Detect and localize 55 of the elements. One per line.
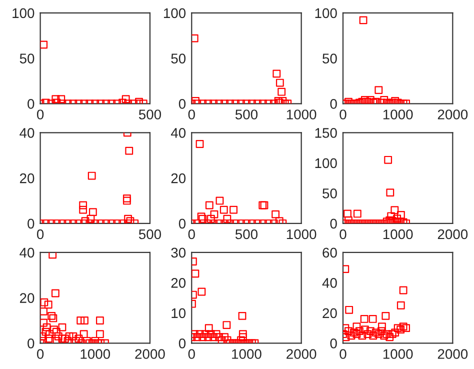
- x-tick-label: 2000: [438, 229, 468, 240]
- x-tick-label: 1000: [286, 229, 316, 240]
- x-tick-label: 0: [36, 110, 44, 120]
- x-tick-label: 1000: [232, 349, 262, 359]
- y-tick-label: 100: [315, 158, 337, 168]
- y-tick-label: 20: [171, 173, 186, 184]
- x-tick-label: 0: [188, 110, 195, 120]
- x-tick-label: 1000: [383, 349, 413, 359]
- y-tick-label: 10: [172, 308, 186, 318]
- x-tick-label: 1000: [286, 110, 316, 120]
- x-tick-label: 500: [138, 229, 162, 240]
- y-tick-label: 0: [28, 338, 34, 348]
- y-tick-label: 50: [171, 54, 186, 64]
- x-tick-label: 0: [188, 349, 195, 359]
- x-tick-label: 1000: [80, 349, 110, 359]
- y-tick-label: 20: [20, 293, 34, 303]
- y-tick-label: 100: [164, 8, 186, 18]
- y-tick-label: 50: [322, 54, 337, 64]
- x-tick-label: 2000: [438, 349, 468, 359]
- y-tick-label: 40: [20, 248, 34, 258]
- x-tick-label: 500: [235, 110, 258, 120]
- y-tick-label: 100: [12, 8, 34, 18]
- y-tick-label: 20: [20, 173, 34, 184]
- x-tick-label: 0: [340, 349, 346, 359]
- x-tick-label: 0: [340, 110, 346, 120]
- y-tick-label: 0: [178, 338, 186, 348]
- x-tick-label: 500: [235, 229, 258, 240]
- x-tick-label: 0: [188, 229, 195, 240]
- y-tick-label: 0: [28, 218, 34, 229]
- x-tick-label: 0: [36, 349, 44, 359]
- y-tick-label: 20: [171, 278, 186, 288]
- y-tick-label: 0: [330, 338, 337, 348]
- y-tick-label: 0: [178, 98, 186, 109]
- y-tick-label: 50: [20, 54, 34, 64]
- y-tick-label: 50: [322, 188, 337, 198]
- y-tick-label: 20: [322, 308, 337, 318]
- y-tick-label: 60: [322, 248, 337, 258]
- x-tick-label: 1000: [383, 229, 413, 240]
- y-tick-label: 0: [178, 218, 186, 229]
- x-tick-label: 2000: [438, 110, 468, 120]
- x-tick-label: 0: [340, 229, 346, 240]
- y-tick-label: 40: [170, 128, 186, 138]
- y-tick-label: 100: [315, 8, 337, 18]
- x-tick-label: 2000: [135, 349, 165, 359]
- y-tick-label: 30: [171, 248, 186, 258]
- y-tick-label: 0: [330, 218, 337, 229]
- y-tick-label: 40: [322, 278, 337, 288]
- y-tick-label: 150: [315, 128, 337, 138]
- x-tick-label: 2000: [286, 349, 316, 359]
- y-tick-label: 40: [20, 128, 34, 138]
- x-tick-label: 1000: [383, 110, 413, 120]
- x-tick-label: 0: [36, 229, 44, 240]
- x-tick-label: 500: [138, 110, 162, 120]
- y-tick-label: 0: [28, 98, 34, 109]
- y-tick-label: 0: [330, 98, 337, 109]
